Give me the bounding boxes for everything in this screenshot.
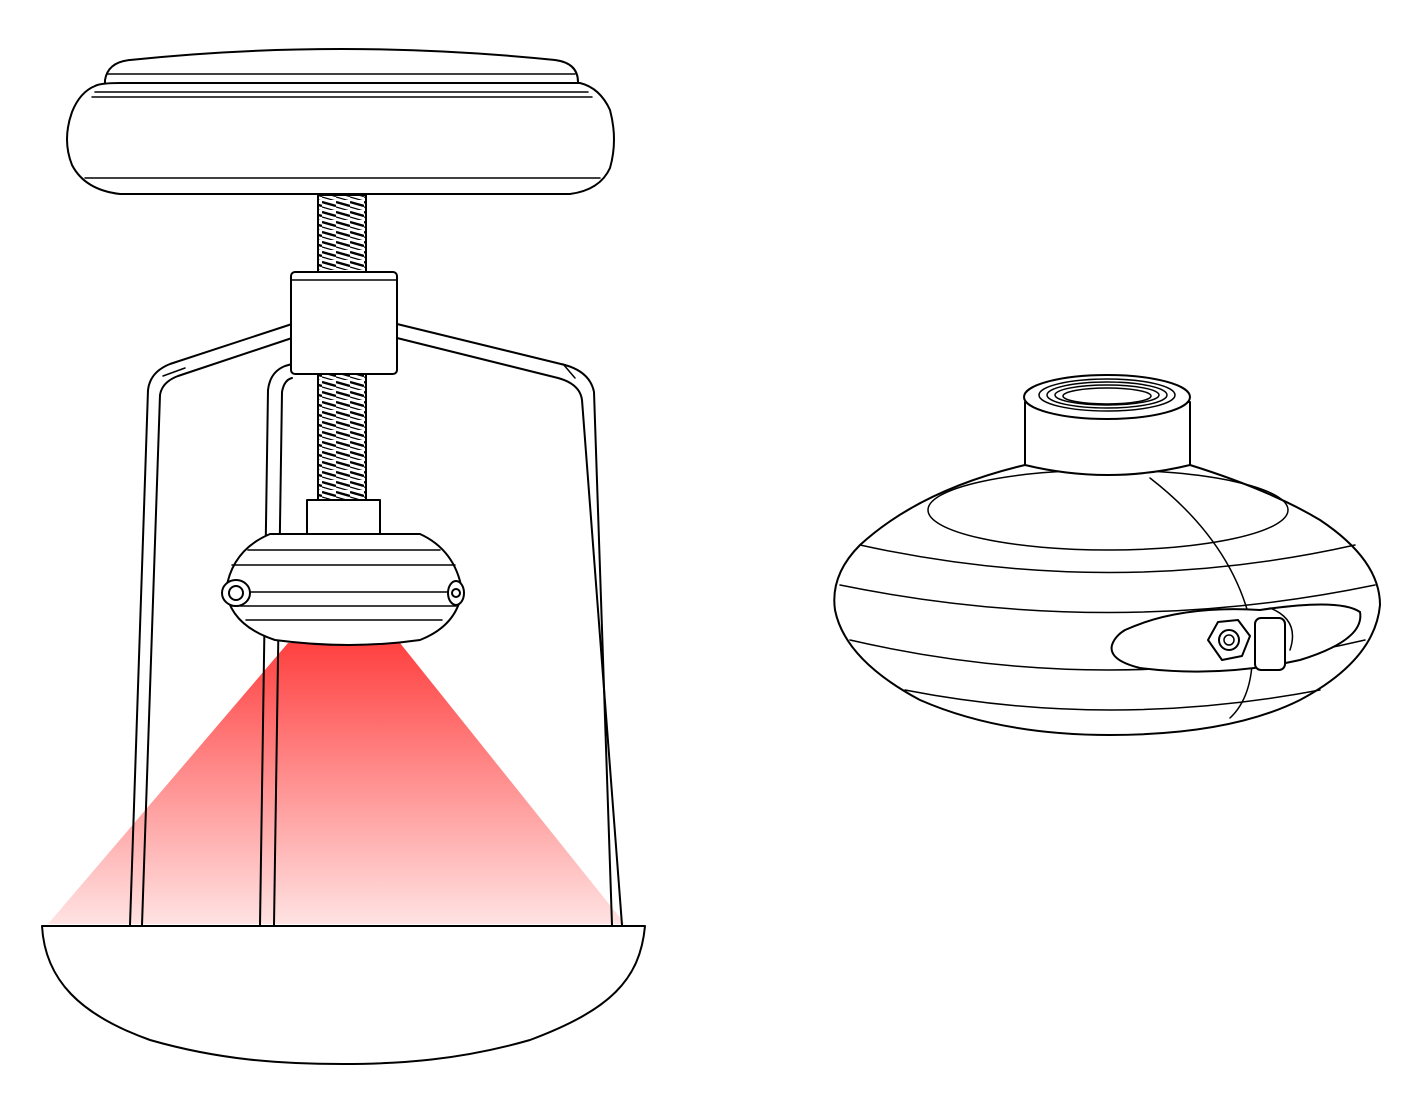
assembly-left-view [41, 48, 646, 1065]
housing-right-view [833, 374, 1381, 736]
threaded-rod-lower [317, 371, 367, 503]
threaded-rod-upper [317, 194, 367, 274]
beam-cone [48, 643, 625, 924]
threaded-neck [1023, 374, 1191, 476]
sensor-head [221, 499, 465, 646]
collar [290, 271, 398, 375]
top-knob [66, 48, 615, 195]
base-dish [41, 925, 646, 1065]
bolt-nut [1207, 617, 1286, 671]
